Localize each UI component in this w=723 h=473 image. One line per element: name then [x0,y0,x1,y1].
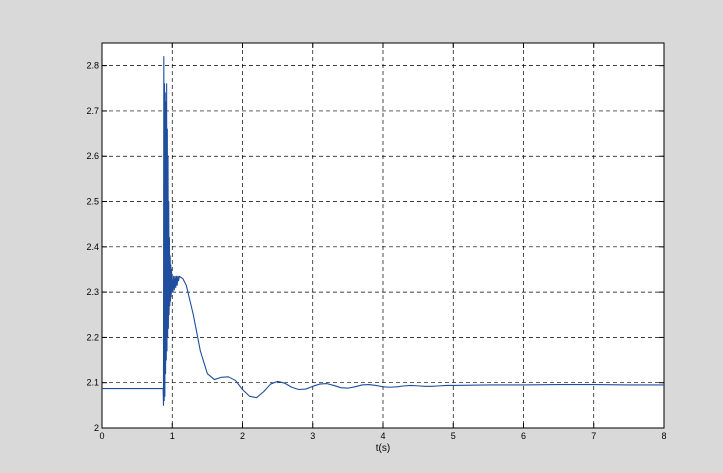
grid-lines [102,43,664,429]
x-axis-label: t(s) [376,443,390,454]
x-tick-label: 6 [521,431,526,441]
y-tick-label: 2.6 [86,151,99,161]
series-line-1 [102,56,664,406]
x-tick-label: 7 [591,431,596,441]
x-tick-label: 0 [99,431,104,441]
x-tick-labels: 0 1 2 3 4 5 6 7 8 [99,431,666,441]
y-tick-label: 2.5 [86,197,99,207]
series-layer [102,56,664,406]
x-tick-label: 2 [240,431,245,441]
x-tick-label: 1 [170,431,175,441]
axes-frame [101,42,665,429]
x-tick-label: 4 [380,431,385,441]
y-tick-labels: 2 2.1 2.2 2.3 2.4 2.5 2.6 2.7 2.8 [86,61,99,433]
x-tick-label: 5 [451,431,456,441]
y-tick-label: 2.4 [86,242,99,252]
x-tick-label: 3 [310,431,315,441]
y-tick-label: 2.2 [86,332,99,342]
x-tick-label: 8 [661,431,666,441]
y-tick-label: 2.1 [86,378,99,388]
y-tick-label: 2.8 [86,61,99,71]
y-tick-label: 2 [94,423,99,433]
y-tick-label: 2.7 [86,106,99,116]
y-tick-label: 2.3 [86,287,99,297]
